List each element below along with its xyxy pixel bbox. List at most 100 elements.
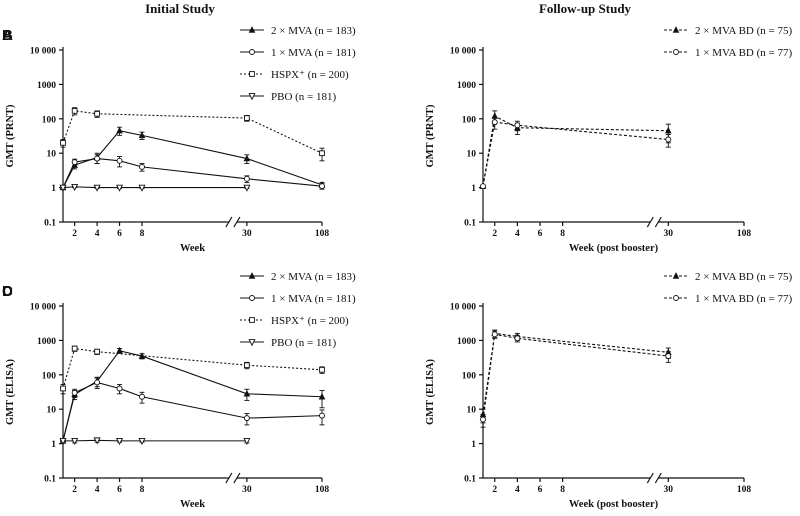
legend-marker bbox=[248, 26, 256, 33]
legend-marker bbox=[672, 26, 680, 33]
x-axis-label: Week bbox=[180, 499, 205, 510]
y-tick-label: 10 000 bbox=[30, 303, 56, 313]
series-3 bbox=[59, 437, 251, 446]
y-tick-label: 100 bbox=[462, 115, 477, 125]
legend-label: PBO (n = 181) bbox=[271, 91, 337, 103]
legend: 2 × MVA (n = 183) 1 × MVA (n = 181) HSPX⁺ … bbox=[240, 271, 356, 349]
data-point bbox=[94, 379, 101, 386]
legend-label: 2 × MVA (n = 183) bbox=[271, 271, 356, 283]
data-point bbox=[491, 331, 498, 338]
data-point bbox=[665, 126, 672, 134]
x-tick-label: 30 bbox=[242, 485, 252, 495]
y-tick-label: 10 bbox=[47, 406, 57, 416]
series-line bbox=[62, 350, 323, 442]
y-tick-label: 1 bbox=[51, 184, 56, 194]
series-0 bbox=[59, 346, 326, 444]
x-axis-break-mark bbox=[233, 472, 241, 484]
data-point bbox=[60, 139, 66, 146]
legend-marker bbox=[673, 295, 679, 301]
panel-label-A: A bbox=[2, 27, 13, 44]
x-tick-label: 6 bbox=[117, 229, 122, 239]
panel-C: C 0.1 1 10 100 1000 10 000 GMT (ELISA) 2 4 6 8 30 108… bbox=[2, 271, 356, 510]
x-tick-label: 8 bbox=[560, 485, 565, 495]
y-tick-label: 0.1 bbox=[464, 475, 476, 485]
x-tick-label: 108 bbox=[737, 229, 752, 239]
y-tick-label: 10 bbox=[467, 406, 477, 416]
series-line bbox=[482, 333, 669, 420]
series-line bbox=[62, 157, 323, 188]
legend-label: 1 × MVA BD (n = 77) bbox=[695, 293, 792, 305]
data-point bbox=[139, 163, 145, 170]
data-point bbox=[116, 157, 123, 164]
data-point bbox=[94, 155, 101, 162]
y-axis-label: GMT (ELISA) bbox=[5, 358, 16, 425]
legend-label: 2 × MVA (n = 183) bbox=[271, 25, 356, 37]
x-tick-label: 6 bbox=[117, 485, 122, 495]
data-point bbox=[665, 353, 672, 360]
data-point bbox=[243, 184, 251, 192]
legend-label: 1 × MVA BD (n = 77) bbox=[695, 47, 792, 59]
legend-marker bbox=[249, 71, 255, 77]
legend-marker bbox=[249, 317, 255, 323]
title-initial-study: Initial Study bbox=[145, 1, 215, 16]
legend-marker bbox=[248, 339, 256, 347]
data-point bbox=[93, 184, 101, 192]
data-point bbox=[319, 366, 325, 373]
x-axis-break-mark bbox=[654, 472, 662, 484]
data-point bbox=[480, 416, 486, 423]
x-axis-label: Week (post booster) bbox=[569, 243, 659, 254]
y-tick-label: 10 000 bbox=[450, 303, 476, 313]
legend-label: 2 × MVA BD (n = 75) bbox=[695, 25, 792, 37]
data-point bbox=[93, 437, 101, 445]
series-0 bbox=[479, 110, 672, 189]
data-point bbox=[71, 345, 78, 352]
data-point bbox=[138, 131, 146, 139]
panel-label-D: D bbox=[2, 283, 13, 300]
series-0 bbox=[479, 329, 672, 424]
y-tick-label: 1 bbox=[51, 440, 56, 450]
data-point bbox=[319, 412, 325, 419]
y-tick-label: 0.1 bbox=[44, 219, 56, 229]
x-tick-label: 4 bbox=[95, 229, 100, 239]
series-1 bbox=[60, 377, 325, 444]
legend-label: 1 × MVA (n = 181) bbox=[271, 47, 356, 59]
y-tick-label: 0.1 bbox=[464, 219, 476, 229]
series-line bbox=[62, 381, 323, 442]
x-tick-label: 8 bbox=[140, 229, 145, 239]
data-point bbox=[116, 346, 123, 354]
x-tick-label: 4 bbox=[515, 229, 520, 239]
legend: 2 × MVA BD (n = 75) 1 × MVA BD (n = 77) bbox=[664, 25, 792, 59]
data-point bbox=[139, 393, 145, 400]
legend-label: HSPX⁺ (n = 200) bbox=[271, 315, 349, 327]
data-point bbox=[138, 438, 146, 446]
y-tick-label: 1000 bbox=[37, 81, 56, 91]
y-tick-label: 10 000 bbox=[30, 47, 56, 57]
y-tick-label: 1000 bbox=[37, 337, 56, 347]
legend-marker bbox=[248, 272, 256, 279]
x-axis-break-mark bbox=[646, 472, 654, 484]
y-tick-label: 1 bbox=[471, 440, 476, 450]
x-tick-label: 108 bbox=[315, 485, 330, 495]
data-point bbox=[116, 438, 124, 446]
data-point bbox=[514, 122, 521, 129]
panel-label-B: B bbox=[2, 27, 13, 44]
title-follow-up-study: Follow-up Study bbox=[539, 1, 632, 16]
data-point bbox=[480, 183, 486, 190]
data-point bbox=[318, 392, 326, 400]
data-point bbox=[244, 362, 250, 369]
legend: 2 × MVA BD (n = 75) 1 × MVA BD (n = 77) bbox=[664, 271, 792, 305]
y-tick-label: 100 bbox=[462, 371, 477, 381]
y-axis-label: GMT (ELISA) bbox=[425, 358, 436, 425]
legend-label: 2 × MVA BD (n = 75) bbox=[695, 271, 792, 283]
legend-marker bbox=[672, 272, 680, 279]
data-point bbox=[71, 108, 78, 114]
data-point bbox=[243, 389, 251, 397]
x-tick-label: 8 bbox=[560, 229, 565, 239]
data-point bbox=[116, 184, 124, 192]
x-axis-label: Week (post booster) bbox=[569, 499, 659, 510]
y-axis-label: GMT (PRNT) bbox=[425, 104, 436, 168]
y-tick-label: 10 000 bbox=[450, 47, 476, 57]
data-point bbox=[243, 154, 251, 162]
